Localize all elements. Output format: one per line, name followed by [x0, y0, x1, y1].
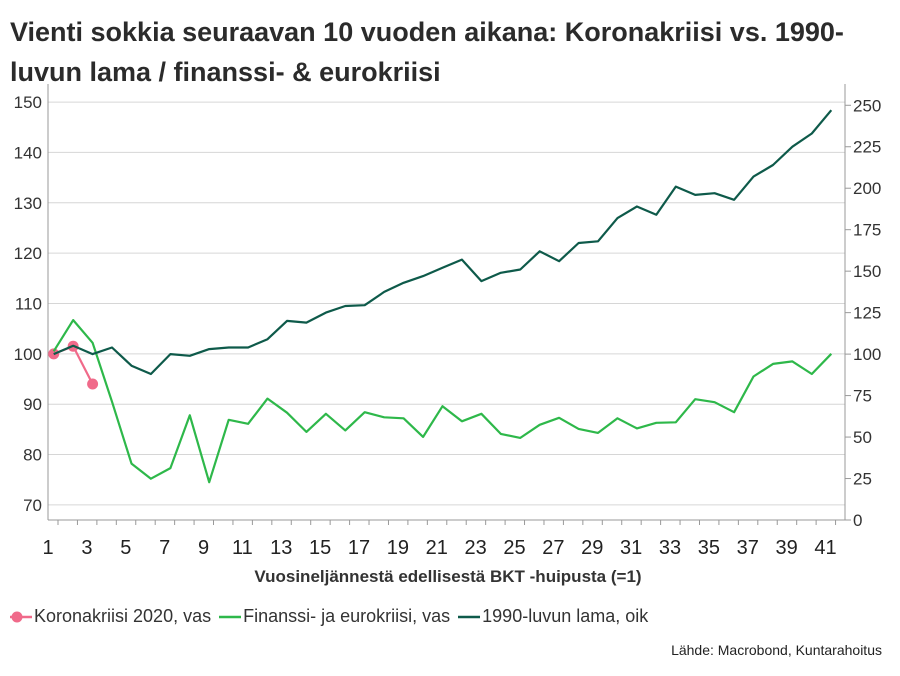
legend-label-lama: 1990-luvun lama, oik	[482, 606, 649, 626]
x-tick-label: 27	[542, 537, 564, 559]
y-right-tick-label: 125	[853, 304, 881, 323]
x-tick-label: 41	[814, 537, 836, 559]
y-left-tick-label: 120	[14, 244, 42, 263]
x-tick-label: 5	[120, 537, 131, 559]
x-tick-label: 13	[270, 537, 292, 559]
legend: Koronakriisi 2020, vas Finanssi- ja euro…	[8, 606, 654, 627]
legend-label-korona: Koronakriisi 2020, vas	[34, 606, 212, 626]
chart-title: Vienti sokkia seuraavan 10 vuoden aikana…	[10, 17, 844, 87]
x-tick-label: 39	[776, 537, 798, 559]
legend-item-finanssi: Finanssi- ja eurokriisi, vas	[217, 606, 450, 627]
y-right-tick-label: 250	[853, 96, 881, 115]
y-left-tick-label: 130	[14, 194, 42, 213]
series-point-0	[87, 378, 99, 390]
y-right-tick-label: 225	[853, 138, 881, 157]
legend-item-korona: Koronakriisi 2020, vas	[8, 606, 211, 627]
series-layer	[48, 109, 833, 484]
y-right-tick-label: 150	[853, 262, 881, 281]
x-tick-label: 31	[620, 537, 642, 559]
y-right-tick-label: 175	[853, 221, 881, 240]
y-left-tick-label: 70	[23, 496, 42, 515]
x-tick-label: 37	[737, 537, 759, 559]
legend-item-lama: 1990-luvun lama, oik	[456, 606, 648, 627]
y-left-tick-label: 90	[23, 395, 42, 414]
y-right-tick-label: 100	[853, 345, 881, 364]
y-left-tick-label: 140	[14, 143, 42, 162]
x-tick-label: 7	[159, 537, 170, 559]
y-left-tick-label: 150	[14, 93, 42, 112]
x-tick-label: 17	[348, 537, 370, 559]
legend-swatch-korona	[10, 611, 32, 622]
x-tick-label: 21	[426, 537, 448, 559]
y-right-tick-label: 0	[853, 511, 862, 530]
y-right-tick-label: 200	[853, 179, 881, 198]
x-tick-label: 23	[465, 537, 487, 559]
x-tick-label: 11	[232, 537, 253, 559]
x-tick-label: 19	[387, 537, 409, 559]
legend-swatch-lama	[458, 615, 481, 618]
series-line-1	[52, 319, 833, 484]
x-tick-label: 3	[81, 537, 92, 559]
x-tick-label: 9	[198, 537, 209, 559]
gridlines	[48, 101, 845, 506]
source-note: Lähde: Macrobond, Kuntarahoitus	[671, 642, 882, 658]
y-right-tick-label: 75	[853, 387, 872, 406]
y-left-tick-label: 100	[14, 345, 42, 364]
series-line-2	[53, 109, 833, 376]
axes	[47, 84, 851, 525]
x-tick-label: 33	[659, 537, 681, 559]
x-tick-label: 1	[42, 537, 53, 559]
legend-swatch-finanssi	[219, 615, 242, 618]
legend-label-finanssi: Finanssi- ja eurokriisi, vas	[243, 606, 451, 626]
y-left-tick-label: 80	[23, 446, 42, 465]
x-tick-label: 35	[698, 537, 720, 559]
x-axis-label: Vuosineljännestä edellisestä BKT -huipus…	[254, 567, 641, 586]
x-tick-label: 15	[309, 537, 331, 559]
tick-labels: 7080901001101201301401500255075100125150…	[14, 93, 882, 559]
y-right-tick-label: 50	[853, 428, 872, 447]
x-tick-label: 29	[581, 537, 603, 559]
y-left-tick-label: 110	[15, 294, 42, 313]
y-right-tick-label: 25	[853, 470, 872, 489]
x-tick-label: 25	[503, 537, 525, 559]
